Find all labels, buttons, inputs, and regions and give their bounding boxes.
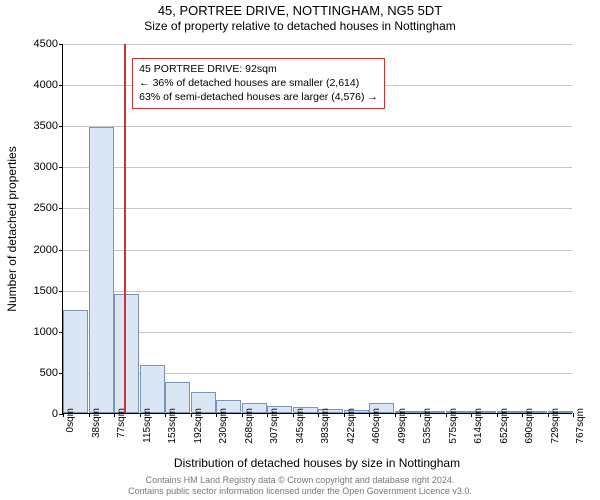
- xtick-mark: [344, 413, 345, 417]
- gridline: [63, 126, 572, 127]
- ytick-label: 3000: [18, 161, 58, 173]
- xtick-mark: [165, 413, 166, 417]
- ytick-label: 500: [18, 367, 58, 379]
- property-marker-line: [124, 44, 126, 413]
- xtick-mark: [548, 413, 549, 417]
- ytick-mark: [59, 85, 63, 86]
- xtick-label: 153sqm: [167, 408, 178, 458]
- property-callout: 45 PORTREE DRIVE: 92sqm← 36% of detached…: [132, 58, 385, 109]
- xtick-label: 307sqm: [269, 408, 280, 458]
- callout-line-1: 45 PORTREE DRIVE: 92sqm: [139, 62, 378, 76]
- xtick-mark: [522, 413, 523, 417]
- ytick-mark: [59, 126, 63, 127]
- histogram-bar: [114, 294, 139, 413]
- gridline: [63, 167, 572, 168]
- xtick-label: 38sqm: [91, 408, 102, 458]
- footer-attribution: Contains HM Land Registry data © Crown c…: [0, 475, 600, 498]
- xtick-mark: [242, 413, 243, 417]
- ytick-label: 1500: [18, 285, 58, 297]
- page-title: 45, PORTREE DRIVE, NOTTINGHAM, NG5 5DT: [0, 3, 600, 18]
- page-subtitle: Size of property relative to detached ho…: [0, 19, 600, 33]
- xtick-mark: [114, 413, 115, 417]
- xtick-label: 460sqm: [371, 408, 382, 458]
- ytick-label: 4000: [18, 79, 58, 91]
- gridline: [63, 44, 572, 45]
- xtick-label: 499sqm: [397, 408, 408, 458]
- xtick-label: 115sqm: [142, 408, 153, 458]
- xtick-label: 729sqm: [550, 408, 561, 458]
- ytick-mark: [59, 44, 63, 45]
- x-axis-label: Distribution of detached houses by size …: [62, 456, 572, 470]
- xtick-mark: [216, 413, 217, 417]
- xtick-label: 77sqm: [116, 408, 127, 458]
- xtick-mark: [395, 413, 396, 417]
- ytick-label: 3500: [18, 120, 58, 132]
- xtick-mark: [293, 413, 294, 417]
- footer-line-1: Contains HM Land Registry data © Crown c…: [0, 475, 600, 486]
- ytick-mark: [59, 167, 63, 168]
- xtick-mark: [140, 413, 141, 417]
- ytick-label: 0: [18, 408, 58, 420]
- xtick-mark: [497, 413, 498, 417]
- xtick-mark: [318, 413, 319, 417]
- xtick-label: 192sqm: [193, 408, 204, 458]
- xtick-label: 767sqm: [575, 408, 586, 458]
- xtick-label: 422sqm: [346, 408, 357, 458]
- xtick-mark: [89, 413, 90, 417]
- xtick-label: 690sqm: [524, 408, 535, 458]
- xtick-label: 230sqm: [218, 408, 229, 458]
- ytick-mark: [59, 250, 63, 251]
- gridline: [63, 291, 572, 292]
- chart-area: Number of detached properties 0sqm38sqm7…: [62, 44, 572, 414]
- gridline: [63, 208, 572, 209]
- histogram-bar: [140, 365, 165, 413]
- xtick-mark: [471, 413, 472, 417]
- ytick-mark: [59, 208, 63, 209]
- histogram-bar: [89, 127, 114, 413]
- plot-region: 0sqm38sqm77sqm115sqm153sqm192sqm230sqm26…: [62, 44, 572, 414]
- xtick-label: 652sqm: [499, 408, 510, 458]
- xtick-label: 575sqm: [448, 408, 459, 458]
- ytick-label: 1000: [18, 326, 58, 338]
- xtick-label: 345sqm: [295, 408, 306, 458]
- callout-line-2: ← 36% of detached houses are smaller (2,…: [139, 76, 378, 90]
- y-axis-label: Number of detached properties: [5, 146, 19, 311]
- xtick-mark: [446, 413, 447, 417]
- xtick-label: 614sqm: [473, 408, 484, 458]
- callout-line-3: 63% of semi-detached houses are larger (…: [139, 90, 378, 104]
- xtick-mark: [369, 413, 370, 417]
- xtick-mark: [63, 413, 64, 417]
- gridline: [63, 332, 572, 333]
- xtick-label: 268sqm: [244, 408, 255, 458]
- ytick-label: 2500: [18, 202, 58, 214]
- ytick-label: 4500: [18, 38, 58, 50]
- histogram-bar: [63, 310, 88, 413]
- xtick-mark: [191, 413, 192, 417]
- ytick-label: 2000: [18, 244, 58, 256]
- ytick-mark: [59, 291, 63, 292]
- xtick-label: 383sqm: [320, 408, 331, 458]
- xtick-label: 535sqm: [422, 408, 433, 458]
- xtick-label: 0sqm: [65, 408, 76, 458]
- footer-line-2: Contains public sector information licen…: [0, 486, 600, 497]
- xtick-mark: [267, 413, 268, 417]
- xtick-mark: [573, 413, 574, 417]
- xtick-mark: [420, 413, 421, 417]
- gridline: [63, 250, 572, 251]
